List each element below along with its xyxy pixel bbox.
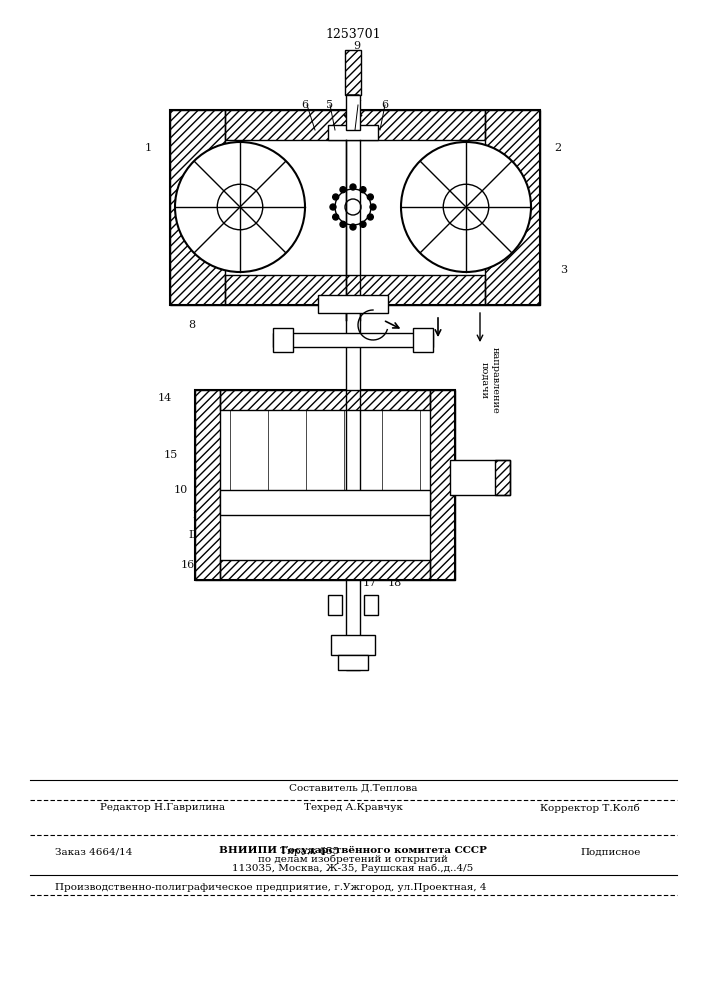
Text: 1: 1 xyxy=(145,143,152,153)
Circle shape xyxy=(335,189,371,225)
Text: 2: 2 xyxy=(554,143,561,153)
Bar xyxy=(220,560,430,580)
Text: 12: 12 xyxy=(440,475,455,485)
Text: 6: 6 xyxy=(382,100,389,110)
Text: II: II xyxy=(188,530,197,540)
Bar xyxy=(346,580,360,670)
Circle shape xyxy=(401,142,531,272)
Circle shape xyxy=(368,194,373,200)
Bar xyxy=(331,635,375,655)
Bar xyxy=(318,295,388,313)
Circle shape xyxy=(333,214,339,220)
Text: Техред А.Кравчук: Техред А.Кравчук xyxy=(303,804,402,812)
Bar xyxy=(495,460,510,495)
Text: по делам изобретений и открытий: по делам изобретений и открытий xyxy=(258,854,448,864)
Circle shape xyxy=(340,187,346,193)
Bar xyxy=(345,50,361,95)
Text: 5: 5 xyxy=(327,100,334,110)
Bar xyxy=(413,328,433,352)
Bar xyxy=(225,110,485,140)
Text: 8: 8 xyxy=(188,320,195,330)
Text: 15: 15 xyxy=(164,450,178,460)
FancyArrow shape xyxy=(344,95,362,125)
Circle shape xyxy=(333,194,339,200)
Bar xyxy=(220,490,430,515)
Bar xyxy=(485,110,540,305)
Bar xyxy=(220,390,430,410)
Circle shape xyxy=(175,142,305,272)
Circle shape xyxy=(330,204,336,210)
Text: ВНИИПИ Государствённого комитета СССР: ВНИИПИ Государствённого комитета СССР xyxy=(219,846,487,855)
Bar xyxy=(346,95,360,130)
Bar xyxy=(195,390,455,580)
Text: Составитель Д.Теплова: Составитель Д.Теплова xyxy=(288,784,417,792)
Text: Редактор Н.Гаврилина: Редактор Н.Гаврилина xyxy=(100,804,225,812)
Circle shape xyxy=(368,214,373,220)
Text: Производственно-полиграфическое предприятие, г.Ужгород, ул.Проектная, 4: Производственно-полиграфическое предприя… xyxy=(55,884,486,892)
Bar xyxy=(430,390,455,580)
Text: Подписное: Подписное xyxy=(580,848,641,856)
Text: 18: 18 xyxy=(388,578,402,588)
Text: 1253701: 1253701 xyxy=(325,28,381,41)
Bar xyxy=(273,328,293,352)
Circle shape xyxy=(350,224,356,230)
Text: 16: 16 xyxy=(181,560,195,570)
Circle shape xyxy=(217,184,263,230)
Text: 3: 3 xyxy=(560,265,567,275)
Text: Тираж 655: Тираж 655 xyxy=(280,848,339,856)
Text: 6: 6 xyxy=(301,100,308,110)
Circle shape xyxy=(360,187,366,193)
Text: 9: 9 xyxy=(353,41,360,51)
Circle shape xyxy=(443,184,489,230)
Bar xyxy=(346,308,360,508)
Bar xyxy=(195,390,220,580)
Bar xyxy=(328,125,378,140)
Circle shape xyxy=(360,221,366,227)
Bar xyxy=(338,655,368,670)
Text: 7: 7 xyxy=(354,100,361,110)
Text: 13: 13 xyxy=(435,425,449,435)
Bar xyxy=(225,275,485,305)
Text: направление
подачи: направление подачи xyxy=(480,347,500,413)
Text: 10: 10 xyxy=(174,485,188,495)
FancyArrowPatch shape xyxy=(436,318,440,335)
Bar xyxy=(273,333,433,347)
Text: Заказ 4664/14: Заказ 4664/14 xyxy=(55,848,132,856)
Bar xyxy=(328,595,342,615)
Bar xyxy=(450,460,510,495)
Circle shape xyxy=(370,204,376,210)
Circle shape xyxy=(350,184,356,190)
FancyArrowPatch shape xyxy=(385,321,399,328)
Bar xyxy=(170,110,540,305)
Circle shape xyxy=(340,221,346,227)
Text: 14: 14 xyxy=(158,393,172,403)
Text: I: I xyxy=(192,510,197,520)
Text: 113035, Москва, Ж-35, Раушская наб.,д..4/5: 113035, Москва, Ж-35, Раушская наб.,д..4… xyxy=(233,863,474,873)
Text: Корректор Т.Колб: Корректор Т.Колб xyxy=(540,803,640,813)
Bar xyxy=(364,595,378,615)
Text: 17: 17 xyxy=(363,578,377,588)
Circle shape xyxy=(345,199,361,215)
Bar xyxy=(170,110,225,305)
Text: 11: 11 xyxy=(430,525,444,535)
